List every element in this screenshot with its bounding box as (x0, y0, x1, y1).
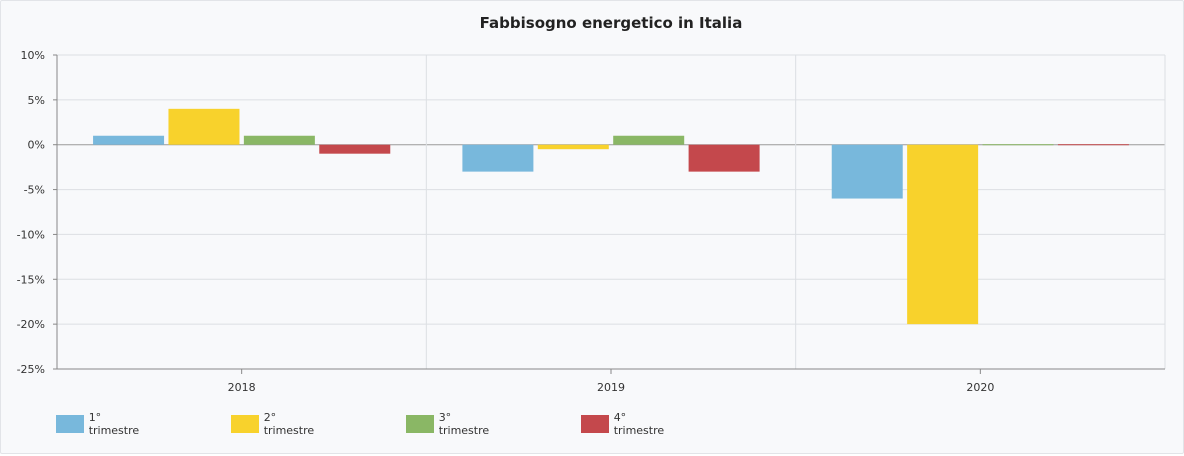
legend-item[interactable]: 4° trimestre (581, 411, 669, 437)
grid (57, 54, 1166, 370)
bar (982, 144, 1054, 146)
legend-swatch (406, 415, 434, 433)
bar (168, 108, 240, 145)
bar (613, 135, 685, 145)
y-tick-label: 0% (28, 139, 45, 152)
legend-label: 3° trimestre (438, 411, 490, 437)
legend-item[interactable]: 2° trimestre (231, 411, 319, 437)
bar (907, 144, 979, 325)
y-tick-label: 10% (21, 49, 45, 62)
x-tick-label: 2020 (966, 381, 994, 394)
legend-item[interactable]: 3° trimestre (406, 411, 494, 437)
bars (93, 108, 1129, 325)
bar (831, 144, 903, 199)
bar (688, 144, 760, 172)
bar (93, 135, 165, 145)
bar (1057, 144, 1129, 146)
y-tick-label: 5% (28, 94, 45, 107)
y-tick-label: -10% (17, 228, 45, 241)
legend-label: 2° trimestre (263, 411, 315, 437)
legend-swatch (231, 415, 259, 433)
x-tick-label: 2018 (228, 381, 256, 394)
legend-item[interactable]: 1° trimestre (56, 411, 144, 437)
chart-title: Fabbisogno energetico in Italia (479, 14, 743, 32)
bar (319, 144, 391, 154)
x-tick-label: 2019 (597, 381, 625, 394)
axes: 10% 5% 0% -5% -10% -15% -20% -25% 2018 2019 2020 (17, 49, 1165, 394)
legend-label: 4° trimestre (613, 411, 665, 437)
bar (537, 144, 609, 150)
bar (462, 144, 534, 172)
y-tick-label: -25% (17, 363, 45, 376)
legend-label: 1° trimestre (88, 411, 140, 437)
plot-area (57, 55, 1165, 369)
bar (243, 135, 315, 145)
legend-swatch (581, 415, 609, 433)
y-tick-label: -15% (17, 273, 45, 286)
legend-swatch (56, 415, 84, 433)
y-tick-label: -20% (17, 318, 45, 331)
y-tick-label: -5% (24, 184, 45, 197)
